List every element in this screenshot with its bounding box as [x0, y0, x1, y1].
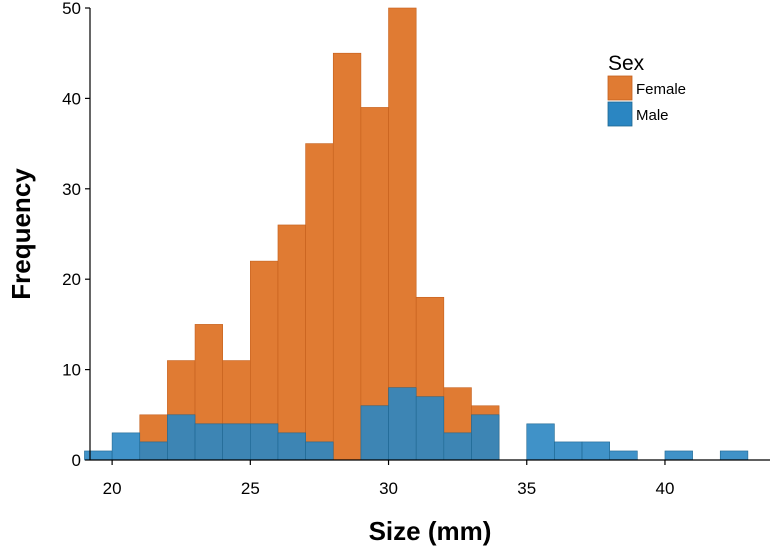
bar-male-42.5	[719, 450, 749, 461]
bar-male-35.5	[526, 423, 555, 461]
bar-female-27.5	[305, 143, 334, 461]
bar-male-22.5	[167, 414, 196, 461]
x-tick-label-25: 25	[241, 479, 260, 498]
bar-male-37.5	[581, 441, 610, 461]
legend-label-female: Female	[636, 81, 686, 98]
y-tick-label-10: 10	[62, 361, 81, 380]
legend: Sex Female Male	[607, 52, 686, 127]
bar-female-29.5	[360, 107, 389, 461]
bar-male-26.5	[277, 432, 306, 461]
bar-male-27.5	[305, 441, 334, 461]
bar-male-32.5	[443, 432, 472, 461]
x-tick-label-30: 30	[379, 479, 398, 498]
axes-layer: 0 10 20 30 40 50 20 25 30 35 40	[62, 0, 770, 498]
bar-male-20.5	[111, 432, 141, 461]
x-tick-label-40: 40	[655, 479, 674, 498]
legend-swatch-male	[607, 101, 633, 127]
bar-male-30.5	[388, 387, 417, 461]
legend-swatch-female	[607, 75, 633, 101]
bar-male-24.5	[222, 423, 251, 461]
bar-male-40.5	[664, 450, 693, 461]
bar-male-23.5	[194, 423, 223, 461]
bars-layer	[84, 7, 749, 461]
x-tick-label-35: 35	[517, 479, 536, 498]
x-tick-label-20: 20	[103, 479, 122, 498]
x-axis-title: Size (mm)	[369, 516, 492, 546]
bar-female-26.5	[277, 224, 306, 461]
legend-label-male: Male	[636, 107, 669, 124]
bar-male-36.5	[554, 441, 583, 461]
y-tick-label-0: 0	[72, 451, 81, 470]
bar-male-38.5	[609, 450, 638, 461]
bar-male-21.5	[139, 441, 168, 461]
y-tick-label-50: 50	[62, 0, 81, 18]
y-axis-title: Frequency	[6, 168, 36, 300]
bar-male-33.5	[471, 414, 500, 461]
y-tick-label-30: 30	[62, 180, 81, 199]
bar-male-29.5	[360, 405, 389, 461]
bar-male-31.5	[415, 396, 445, 461]
bar-female-28.5	[332, 52, 362, 461]
y-tick-label-20: 20	[62, 270, 81, 289]
legend-title: Sex	[608, 52, 645, 75]
y-tick-label-40: 40	[62, 89, 81, 108]
bar-male-19.5	[84, 450, 113, 461]
bar-male-25.5	[250, 423, 279, 461]
